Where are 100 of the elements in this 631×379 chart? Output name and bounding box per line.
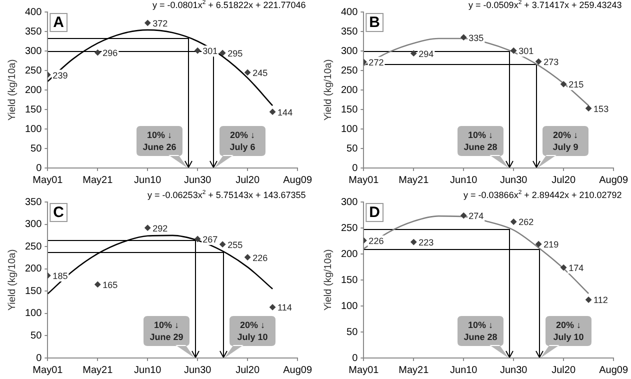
y-tick-label: 250	[24, 65, 42, 76]
x-tick-label: Jul20	[236, 364, 260, 376]
x-tick-label: May21	[398, 174, 430, 186]
y-tick-label: 0	[36, 162, 42, 174]
data-label: 255	[228, 240, 243, 250]
y-tick-label: 150	[340, 274, 358, 286]
x-tick-label: Aug09	[599, 364, 628, 376]
text: y = -0.03866x$^{2}$ + 2.89442x + 210.02792	[464, 190, 622, 200]
y-tick-label: 300	[340, 196, 358, 208]
data-label: 301	[202, 46, 218, 56]
y-tick-label: 50	[30, 143, 42, 154]
chart-title: A	[53, 14, 64, 32]
data-label: 185	[52, 271, 68, 282]
x-tick-label: May01	[348, 364, 380, 376]
x-tick-label: Jul20	[552, 174, 576, 186]
y-tick-label: 400	[340, 6, 358, 18]
y-tick-label: 100	[24, 124, 42, 135]
y-tick-label: 150	[24, 104, 42, 116]
x-tick-label: May01	[32, 174, 64, 186]
x-tick-label: Jun10	[134, 364, 162, 376]
y-tick-label: 100	[340, 124, 358, 135]
ref-line-label: 20% ↓ July 10	[236, 319, 269, 343]
data-label: 301	[518, 46, 534, 56]
chart-title: C	[53, 204, 64, 222]
data-label: 267	[202, 234, 218, 244]
data-label: 292	[152, 223, 168, 234]
data-label: 226	[252, 252, 268, 263]
data-label: 165	[102, 280, 118, 290]
data-label: 296	[102, 48, 118, 58]
y-tick-label: 200	[340, 84, 358, 96]
data-label: 262	[518, 217, 534, 228]
x-tick-label: May21	[82, 364, 114, 376]
y-tick-label: 0	[352, 162, 358, 174]
y-axis-title: Yield (kg/10a)	[322, 59, 334, 121]
ref-line-label: 10% ↓ June 28	[462, 129, 498, 153]
x-tick-label: May21	[82, 174, 114, 186]
y-tick-label: 250	[340, 65, 358, 76]
data-label: 372	[152, 18, 168, 28]
text: y = -0.06253x$^{2}$ + 5.75143x + 143.67355	[148, 190, 306, 200]
x-tick-label: Jun10	[450, 364, 478, 376]
data-label: 112	[594, 295, 608, 306]
ref-line-label: 20% ↓ July 9	[552, 129, 580, 153]
y-tick-label: 200	[24, 84, 42, 96]
x-tick-label: May01	[348, 174, 380, 186]
text: y = -0.0509x$^{2}$ + 3.71417x + 259.43243	[468, 0, 622, 10]
y-tick-label: 350	[24, 26, 42, 38]
data-label: 245	[252, 68, 268, 78]
y-tick-label: 150	[24, 286, 42, 297]
x-tick-label: May01	[32, 364, 64, 376]
x-tick-label: Jul20	[552, 364, 576, 376]
y-tick-label: 50	[346, 143, 358, 154]
y-axis-title: Yield (kg/10a)	[6, 59, 18, 121]
data-label: 335	[468, 32, 484, 43]
y-tick-label: 0	[352, 352, 358, 364]
y-tick-label: 300	[24, 46, 42, 57]
data-label: 144	[278, 107, 293, 118]
data-label: 219	[544, 240, 559, 250]
chart-title: D	[369, 204, 380, 222]
y-tick-label: 200	[340, 248, 358, 260]
x-tick-label: Jun30	[184, 174, 212, 186]
data-label: 273	[544, 57, 559, 68]
data-label: 294	[418, 48, 434, 59]
x-tick-label: Jun30	[500, 174, 528, 186]
data-label: 215	[568, 80, 584, 90]
data-label: 174	[568, 263, 584, 274]
y-tick-label: 400	[24, 6, 42, 18]
x-tick-label: Aug09	[283, 364, 312, 376]
y-tick-label: 350	[340, 26, 358, 38]
y-tick-label: 100	[340, 300, 358, 312]
data-label: 153	[594, 104, 609, 114]
y-tick-label: 150	[340, 104, 358, 116]
ref-line-label: 10% ↓ June 26	[142, 129, 178, 153]
ref-line-label: 20% ↓ July 6	[228, 129, 256, 153]
y-tick-label: 300	[24, 219, 42, 230]
y-tick-label: 250	[340, 222, 358, 234]
ref-line-label: 10% ↓ June 29	[148, 319, 184, 343]
ref-line-label: 20% ↓ July 10	[552, 319, 585, 343]
y-tick-label: 200	[24, 264, 42, 275]
y-tick-label: 250	[24, 241, 42, 252]
y-axis-title: Yield (kg/10a)	[322, 249, 334, 311]
y-tick-label: 50	[30, 330, 42, 342]
x-tick-label: Jun30	[184, 364, 212, 376]
y-tick-label: 100	[24, 308, 42, 320]
data-label: 272	[368, 57, 384, 68]
data-label: 223	[418, 238, 434, 248]
x-tick-label: Jul20	[236, 174, 260, 186]
x-tick-label: Aug09	[599, 174, 628, 186]
x-tick-label: Jun10	[134, 174, 162, 186]
x-tick-label: Aug09	[283, 174, 312, 186]
chart-title: B	[369, 14, 380, 32]
y-tick-label: 300	[340, 46, 358, 57]
data-label: 226	[368, 236, 384, 246]
y-axis-title: Yield (kg/10a)	[6, 249, 18, 311]
x-tick-label: Jun30	[500, 364, 528, 376]
x-tick-label: May21	[398, 364, 430, 376]
y-tick-label: 350	[24, 196, 42, 208]
y-tick-label: 0	[36, 352, 42, 364]
data-label: 114	[278, 302, 292, 313]
x-tick-label: Jun10	[450, 174, 478, 186]
text: y = -0.0801x$^{2}$ + 6.51822x + 221.77046	[152, 0, 306, 10]
